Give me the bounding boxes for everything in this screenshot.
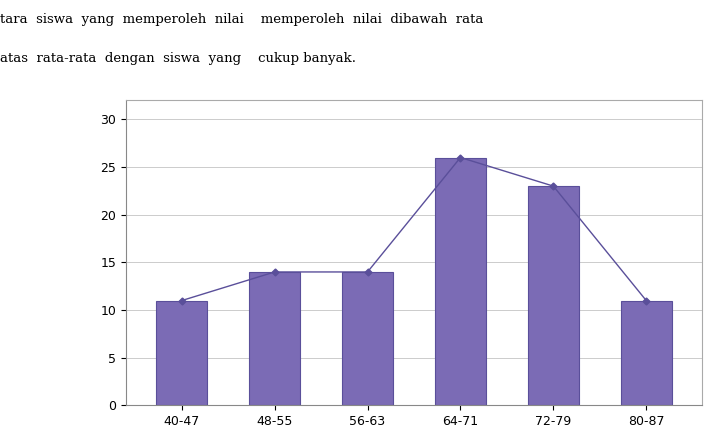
Bar	[435, 157, 486, 405]
Bar	[621, 300, 672, 405]
Text: tara  siswa  yang  memperoleh  nilai    memperoleh  nilai  dibawah  rata: tara siswa yang memperoleh nilai mempero…	[0, 13, 483, 26]
Bar	[342, 272, 393, 405]
Bar	[528, 186, 579, 405]
Bar	[156, 300, 207, 405]
Bar	[249, 272, 300, 405]
Text: atas  rata-rata  dengan  siswa  yang    cukup banyak.: atas rata-rata dengan siswa yang cukup b…	[0, 52, 356, 65]
